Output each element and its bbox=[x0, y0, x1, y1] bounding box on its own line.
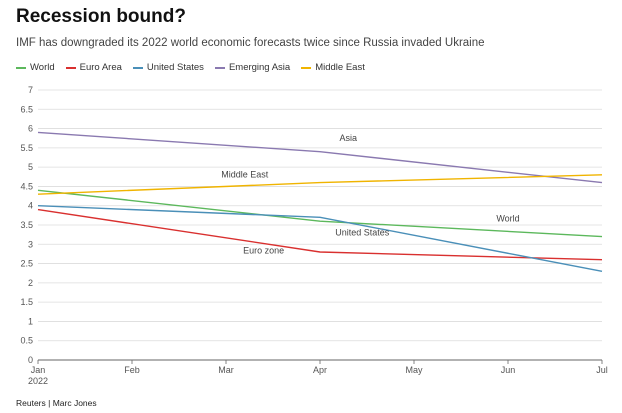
x-tick-label: Jun bbox=[501, 365, 516, 375]
x-tick-label: Mar bbox=[218, 365, 234, 375]
y-tick-label: 4.5 bbox=[20, 181, 33, 191]
y-tick-label: 6 bbox=[28, 124, 33, 134]
y-tick-label: 5 bbox=[28, 162, 33, 172]
y-tick-label: 3 bbox=[28, 239, 33, 249]
chart-title: Recession bound? bbox=[16, 6, 186, 27]
y-tick-label: 0 bbox=[28, 355, 33, 365]
legend-swatch bbox=[16, 66, 26, 69]
legend-label: Emerging Asia bbox=[228, 62, 291, 73]
legend-label: Middle East bbox=[315, 62, 365, 73]
legend-label: United States bbox=[146, 62, 204, 73]
series-line-united-states bbox=[37, 205, 603, 272]
x-tick-label: May bbox=[405, 365, 423, 375]
y-tick-label: 3.5 bbox=[20, 220, 33, 230]
legend-item-middle-east: Middle East bbox=[301, 62, 365, 73]
y-tick-label: 2 bbox=[28, 278, 33, 288]
x-tick-label: Jan bbox=[31, 365, 46, 375]
y-tick-label: 4 bbox=[28, 201, 33, 211]
y-tick-label: 7 bbox=[28, 85, 33, 95]
series-annotation: Middle East bbox=[221, 170, 269, 180]
series-line-world bbox=[37, 189, 603, 238]
series-line-euro-area bbox=[37, 208, 603, 261]
legend-swatch bbox=[301, 66, 312, 69]
series-annotation: World bbox=[496, 213, 519, 223]
y-tick-label: 1 bbox=[28, 316, 33, 326]
legend-label: World bbox=[30, 62, 55, 73]
legend-item-emerging-asia: Emerging Asia bbox=[214, 62, 291, 73]
x-tick-label: Feb bbox=[124, 365, 140, 375]
y-tick-label: 0.5 bbox=[20, 336, 33, 346]
legend-swatch bbox=[214, 66, 225, 69]
y-tick-label: 1.5 bbox=[20, 297, 33, 307]
legend-label: Euro Area bbox=[79, 62, 122, 73]
y-tick-label: 5.5 bbox=[20, 143, 33, 153]
x-tick-label: Apr bbox=[313, 365, 327, 375]
legend-item-united-states: United States bbox=[132, 62, 204, 73]
legend-swatch bbox=[132, 66, 143, 69]
legend-item-euro-area: Euro Area bbox=[65, 62, 122, 73]
legend-item-world: World bbox=[16, 62, 55, 73]
series-annotation: Euro zone bbox=[243, 246, 284, 256]
chart-source: Reuters | Marc Jones bbox=[16, 398, 97, 408]
x-tick-label: Jul bbox=[596, 365, 608, 375]
y-tick-label: 6.5 bbox=[20, 104, 33, 114]
series-line-emerging-asia bbox=[37, 131, 603, 184]
series-annotation: United States bbox=[335, 227, 390, 237]
legend-swatch bbox=[65, 66, 76, 69]
series-annotation: Asia bbox=[339, 133, 357, 143]
series-line-middle-east bbox=[37, 174, 603, 195]
chart-subtitle: IMF has downgraded its 2022 world econom… bbox=[16, 37, 485, 49]
y-tick-label: 2.5 bbox=[20, 259, 33, 269]
x-year-label: 2022 bbox=[28, 376, 48, 386]
legend: World Euro Area United States Emerging A… bbox=[16, 62, 365, 73]
